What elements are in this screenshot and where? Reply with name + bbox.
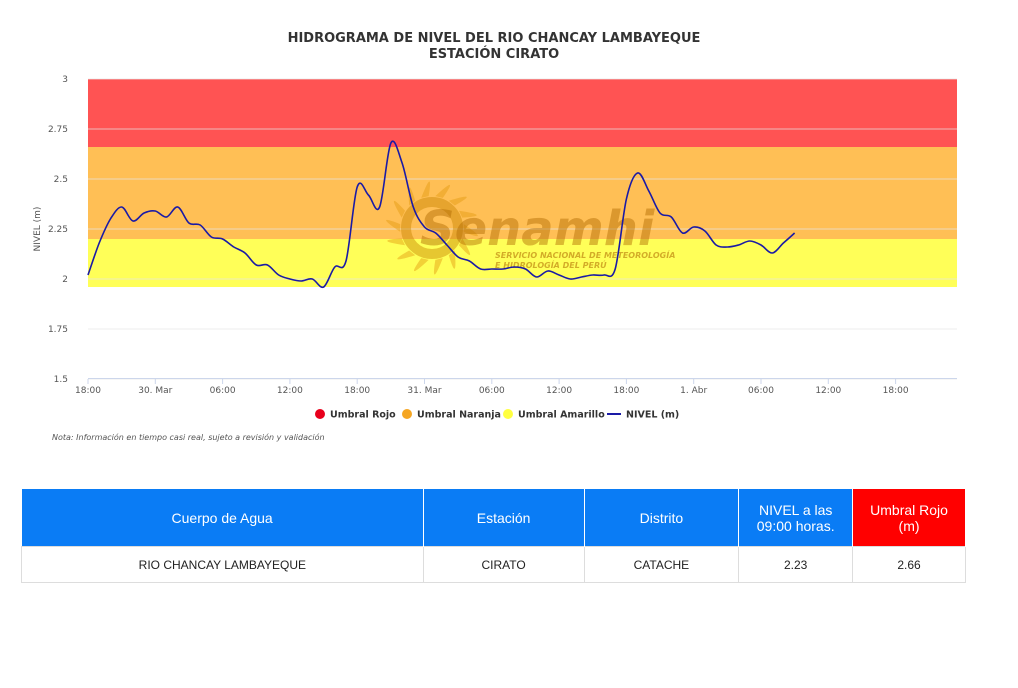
x-tick-label: 12:00 (815, 386, 841, 396)
x-tick-label: 18:00 (883, 386, 909, 396)
legend-item-umbral-naranja[interactable]: Umbral Naranja (402, 409, 501, 421)
legend-label: Umbral Naranja (417, 410, 501, 421)
legend-item-umbral-rojo[interactable]: Umbral Rojo (315, 409, 396, 421)
sun-ray (463, 224, 478, 237)
x-tick-label: 06:00 (748, 386, 774, 396)
cell-estacion: CIRATO (422, 546, 585, 583)
sun-ray (435, 184, 451, 198)
y-tick-label: 2 (62, 275, 68, 285)
y-tick-label: 2.75 (48, 125, 68, 135)
sun-ray (421, 181, 431, 198)
sun-ray (408, 187, 416, 206)
chart-subtitle: ESTACIÓN CIRATO (429, 46, 559, 62)
x-tick-label: 18:00 (344, 386, 370, 396)
x-tick-label: 06:00 (210, 386, 236, 396)
senamhi-watermark: Senamhi SERVICIO NACIONAL DE METEOROLOGÍ… (386, 181, 675, 275)
band-umbral-naranja (88, 147, 957, 239)
y-axis-title: NIVEL (m) (33, 207, 43, 252)
y-tick-label: 2.5 (54, 175, 68, 185)
sun-ray (458, 238, 471, 256)
legend-symbol (503, 409, 513, 419)
x-tick-label: 18:00 (75, 386, 101, 396)
watermark-tagline-1: SERVICIO NACIONAL DE METEOROLOGÍA (495, 249, 675, 260)
sun-ray (448, 196, 467, 206)
sun-ray (387, 238, 406, 246)
disclaimer-note: Nota: Información en tiempo casi real, s… (52, 432, 325, 442)
table-row: RIO CHANCAY LAMBAYEQUE CIRATO CATACHE 2.… (21, 546, 966, 583)
sun-ray (397, 250, 416, 260)
legend-symbol (402, 409, 412, 419)
watermark-brand: Senamhi (420, 201, 655, 257)
y-tick-label: 2.25 (48, 225, 68, 235)
sun-ray (413, 258, 429, 272)
watermark-tagline-2: E HIDROLOGÍA DEL PERÚ (495, 259, 607, 270)
sun-ray (448, 250, 456, 269)
station-info-table: Cuerpo de Agua Estación Distrito NIVEL a… (21, 489, 966, 583)
header-estacion: Estación (423, 489, 585, 547)
sun-ray (458, 210, 477, 218)
y-tick-label: 3 (62, 75, 68, 85)
cell-cuerpo-de-agua: RIO CHANCAY LAMBAYEQUE (21, 546, 424, 583)
x-tick-label: 12:00 (277, 386, 303, 396)
header-cuerpo-de-agua: Cuerpo de Agua (21, 489, 424, 547)
y-tick-label: 1.75 (48, 325, 68, 335)
x-tick-label: 06:00 (479, 386, 505, 396)
cell-distrito: CATACHE (583, 546, 740, 583)
x-tick-label: 12:00 (546, 386, 572, 396)
header-umbral-rojo: Umbral Rojo (m) (852, 489, 966, 547)
band-umbral-rojo (88, 79, 957, 147)
sun-ray (393, 200, 406, 218)
cell-nivel: 2.23 (738, 546, 854, 583)
y-axis-ticks: 1.5 1.75 2 2.25 2.5 2.75 3 (48, 75, 68, 385)
series-nivel (87, 140, 796, 289)
x-tick-label: 30. Mar (138, 386, 172, 396)
legend-label: Umbral Amarillo (518, 410, 605, 421)
cell-umbral-rojo: 2.66 (852, 546, 966, 583)
legend-item-nivel-m[interactable]: NIVEL (m) (607, 410, 679, 421)
sun-ray (433, 258, 443, 275)
header-nivel: NIVEL a las 09:00 horas. (738, 489, 854, 547)
sun-logo-icon (386, 181, 478, 275)
legend-label: Umbral Rojo (330, 410, 396, 421)
legend-label: NIVEL (m) (626, 410, 679, 421)
legend-item-umbral-amarillo[interactable]: Umbral Amarillo (503, 409, 605, 421)
sun-ray (386, 219, 401, 232)
header-distrito: Distrito (584, 489, 740, 547)
hydrograph-chart: HIDROGRAMA DE NIVEL DEL RIO CHANCAY LAMB… (33, 31, 957, 442)
chart-title: HIDROGRAMA DE NIVEL DEL RIO CHANCAY LAMB… (288, 31, 701, 46)
table-header-row: Cuerpo de Agua Estación Distrito NIVEL a… (21, 489, 966, 547)
y-tick-label: 1.5 (54, 375, 68, 385)
series-line-nivel-m (87, 140, 796, 289)
x-tick-label: 1. Abr (680, 386, 707, 396)
legend-symbol (315, 409, 325, 419)
x-tick-label: 18:00 (613, 386, 639, 396)
x-tick-label: 31. Mar (407, 386, 441, 396)
chart-legend: Umbral Rojo Umbral Naranja Umbral Amarillo… (315, 409, 679, 421)
x-axis-ticks: 18:00 30. Mar 06:00 12:00 18:00 31. Mar 06:00 1… (75, 379, 909, 396)
